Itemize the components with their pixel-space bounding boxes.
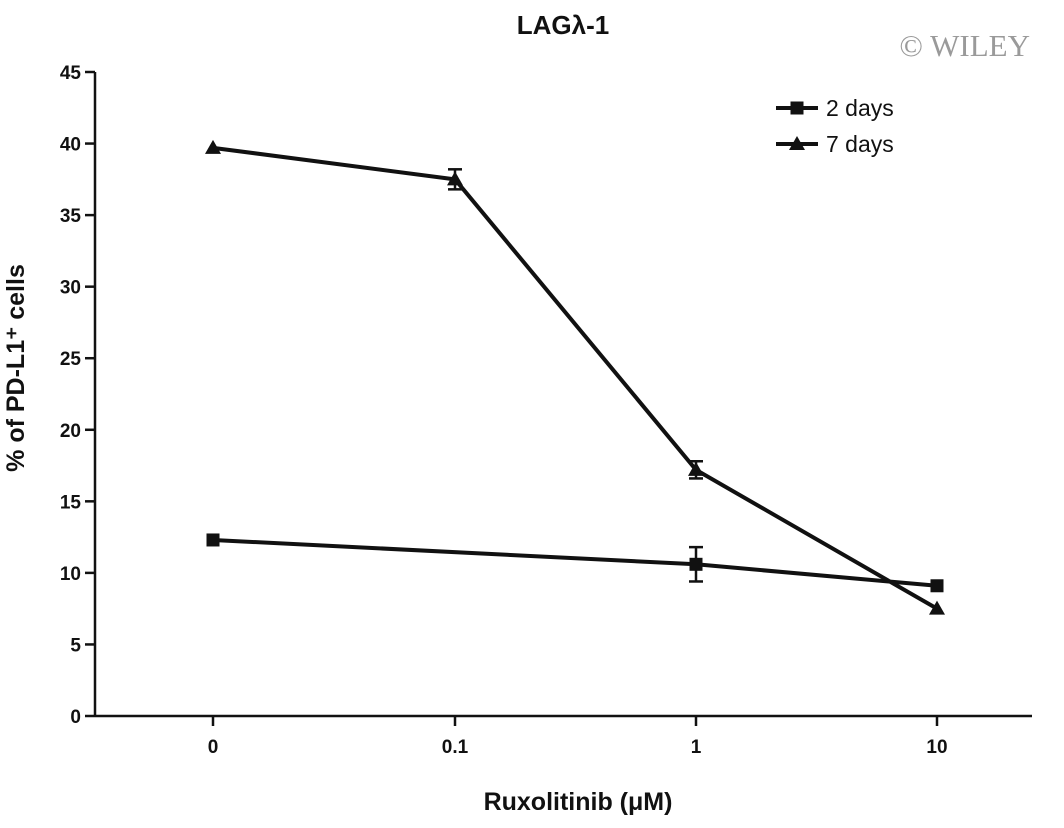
data-point [205,139,221,154]
y-tick-label: 15 [60,492,82,513]
y-tick-label: 35 [60,206,82,227]
data-point [447,171,463,186]
x-tick-label: 10 [926,737,947,758]
watermark: © WILEY [899,28,1030,63]
data-point [929,600,945,615]
y-tick-label: 5 [70,635,81,656]
legend-item: 7 days [776,131,894,157]
x-axis-label: Ruxolitinib (μM) [484,788,673,816]
y-tick-label: 40 [60,135,81,156]
x-tick-label: 0.1 [442,737,469,758]
legend-item: 2 days [776,95,894,121]
series-line [212,145,938,611]
series-1 [206,533,944,593]
legend-label: 2 days [826,95,894,121]
y-tick-label: 25 [60,349,82,370]
x-tick-label: 1 [691,737,702,758]
data-point [930,579,944,593]
chart-title: LAGλ-1 [517,10,609,40]
y-axis-label: % of PD-L1⁺ cells [2,264,30,472]
data-point [688,461,704,476]
legend-marker [790,101,804,115]
x-tick-label: 0 [208,737,219,758]
legend: 2 days 7 days [776,95,894,157]
y-tick-label: 10 [60,564,81,585]
legend-marker [789,136,805,150]
data-point [206,533,220,547]
y-tick-label: 0 [70,707,81,728]
y-tick-label: 20 [60,421,81,442]
data-point [689,557,703,571]
y-tick-label: 45 [60,63,82,84]
series-2 [205,139,945,615]
legend-label: 7 days [826,131,894,157]
y-tick-label: 30 [60,278,81,299]
